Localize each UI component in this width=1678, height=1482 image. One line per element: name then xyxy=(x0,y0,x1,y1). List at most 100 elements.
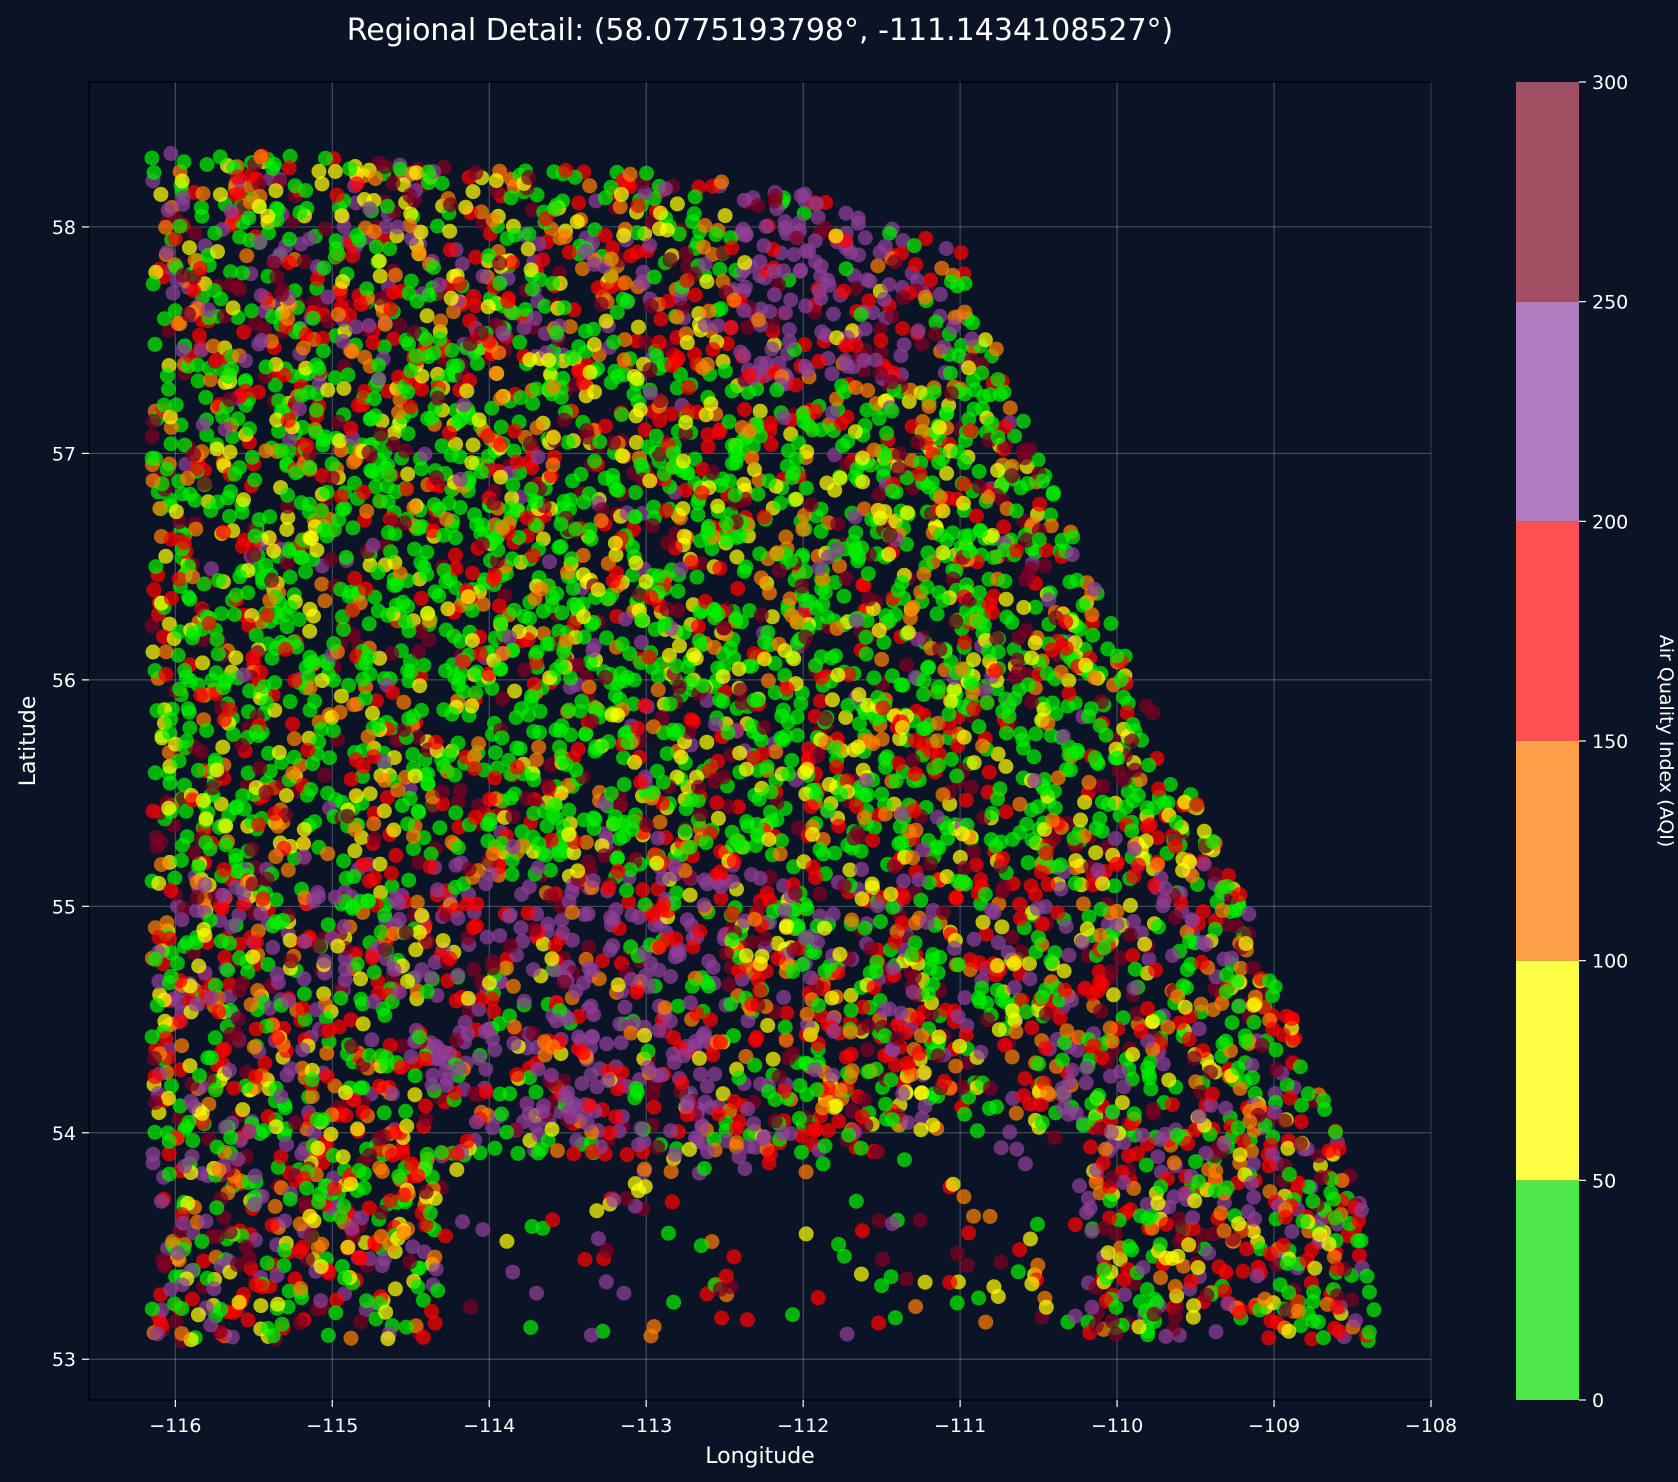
data-point xyxy=(407,1068,423,1084)
data-point xyxy=(423,970,439,986)
data-point xyxy=(1124,733,1140,749)
data-point xyxy=(984,805,1000,821)
data-point xyxy=(764,341,780,357)
data-point xyxy=(247,1196,263,1212)
data-point xyxy=(971,615,987,631)
data-point xyxy=(779,1005,795,1021)
data-point xyxy=(955,1079,971,1095)
data-point xyxy=(553,785,569,801)
data-point xyxy=(379,790,395,806)
data-point xyxy=(936,339,952,355)
data-point xyxy=(468,249,484,265)
data-point xyxy=(499,1233,515,1249)
data-point xyxy=(294,1146,310,1162)
data-point xyxy=(145,644,161,660)
data-point xyxy=(874,1278,889,1294)
data-point xyxy=(874,786,890,802)
data-point xyxy=(1114,1095,1130,1111)
data-point xyxy=(861,591,877,607)
data-point xyxy=(1030,1216,1045,1232)
data-point xyxy=(707,1066,723,1082)
data-point xyxy=(1023,878,1039,894)
data-point xyxy=(403,273,419,289)
data-point xyxy=(1108,1300,1124,1315)
data-point xyxy=(409,894,425,910)
data-point xyxy=(179,829,195,845)
data-point xyxy=(188,521,204,537)
data-point xyxy=(399,481,415,497)
data-point xyxy=(1127,762,1143,778)
data-point xyxy=(485,1120,501,1136)
data-point xyxy=(873,914,888,930)
data-point xyxy=(1284,1224,1300,1240)
data-point xyxy=(670,602,686,618)
data-point xyxy=(855,474,871,490)
data-point xyxy=(687,189,703,205)
data-point xyxy=(194,1233,210,1249)
data-point xyxy=(752,870,768,886)
data-point xyxy=(240,1312,256,1328)
data-point xyxy=(895,1086,911,1101)
data-point xyxy=(851,687,867,703)
data-point xyxy=(161,1133,177,1149)
data-point xyxy=(1183,1273,1199,1289)
data-point xyxy=(705,342,721,358)
data-point xyxy=(991,1022,1007,1038)
data-point xyxy=(710,810,726,826)
data-point xyxy=(1179,962,1195,978)
data-point xyxy=(956,860,972,876)
data-point xyxy=(356,1180,372,1196)
data-point xyxy=(247,472,263,488)
data-point xyxy=(1043,953,1059,969)
data-point xyxy=(361,616,377,632)
data-point xyxy=(889,1031,905,1047)
data-point xyxy=(366,964,382,980)
data-point xyxy=(693,806,709,822)
data-point xyxy=(195,655,211,671)
data-point xyxy=(752,546,768,562)
data-point xyxy=(814,670,830,686)
data-point xyxy=(916,566,932,582)
data-point xyxy=(913,1028,929,1044)
data-point xyxy=(161,616,177,632)
data-point xyxy=(896,873,912,889)
data-point xyxy=(343,1330,359,1346)
data-point xyxy=(237,383,253,399)
data-point xyxy=(147,336,163,352)
data-point xyxy=(831,1236,847,1252)
data-point xyxy=(1106,987,1121,1003)
data-point xyxy=(186,283,201,298)
data-point xyxy=(1002,400,1018,416)
data-point xyxy=(1084,1299,1100,1315)
data-point xyxy=(336,919,352,934)
data-point xyxy=(244,303,260,319)
data-point xyxy=(343,771,359,787)
data-point xyxy=(993,1254,1009,1270)
data-point xyxy=(810,1290,826,1306)
data-point xyxy=(628,434,644,450)
data-point xyxy=(449,1145,465,1161)
data-point xyxy=(303,655,318,671)
data-point xyxy=(756,509,772,525)
data-point xyxy=(302,623,318,639)
data-point xyxy=(895,233,911,249)
data-point xyxy=(563,727,578,743)
data-point xyxy=(612,831,627,846)
data-point xyxy=(1328,1124,1343,1140)
data-point xyxy=(774,833,789,849)
data-point xyxy=(914,1110,930,1126)
data-point xyxy=(454,256,470,272)
data-point xyxy=(556,412,572,428)
data-point xyxy=(332,704,348,720)
data-point xyxy=(1046,831,1062,847)
data-point xyxy=(1100,797,1116,812)
data-point xyxy=(938,241,954,256)
data-point xyxy=(505,808,521,824)
data-point xyxy=(944,274,959,290)
data-point xyxy=(336,853,352,869)
data-point xyxy=(385,685,401,700)
data-point xyxy=(279,619,295,635)
data-point xyxy=(661,1225,676,1241)
data-point xyxy=(844,912,860,928)
data-point xyxy=(1020,855,1036,871)
